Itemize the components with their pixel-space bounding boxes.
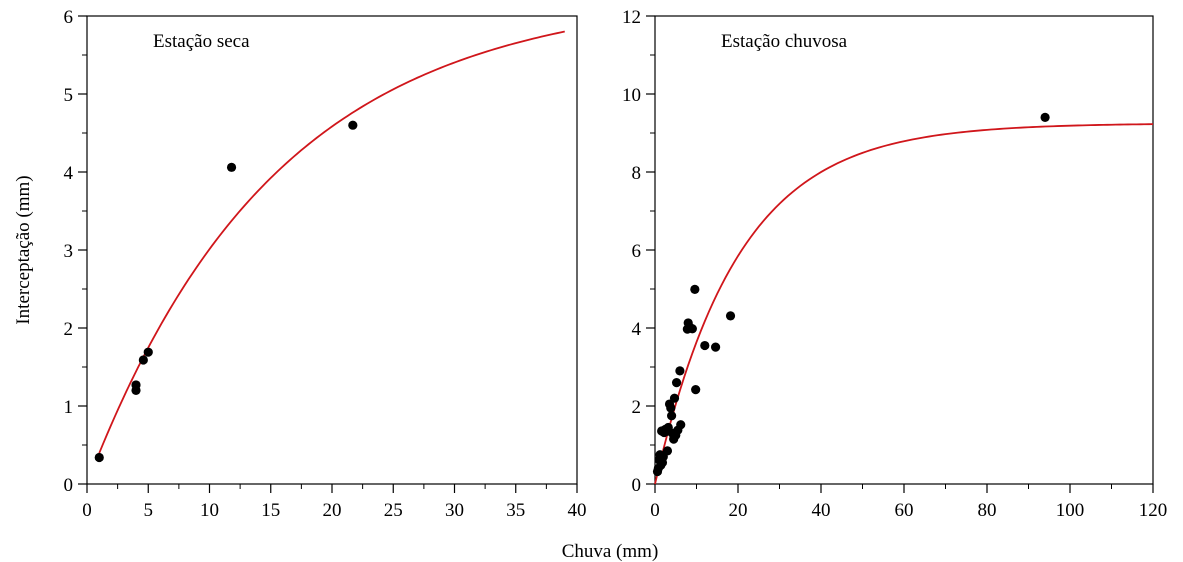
fit-curve — [98, 30, 565, 454]
y-tick-label: 10 — [622, 85, 641, 106]
plot-frame — [654, 15, 1154, 485]
x-tick-label: 60 — [895, 500, 914, 521]
data-point — [671, 378, 682, 388]
x-tick-label: 120 — [1139, 500, 1168, 521]
x-tick-label: 0 — [650, 500, 660, 521]
y-tick-label: 4 — [632, 319, 642, 340]
y-tick-label: 6 — [632, 241, 642, 262]
data-point — [226, 162, 237, 172]
data-point — [669, 393, 680, 403]
x-tick-label: 10 — [200, 500, 219, 521]
data-point — [675, 366, 685, 376]
y-tick-label: 6 — [64, 7, 74, 28]
data-point — [662, 446, 673, 456]
y-tick-label: 1 — [64, 397, 74, 418]
y-tick-label: 4 — [64, 163, 74, 184]
x-tick-label: 100 — [1056, 500, 1085, 521]
fit-curve — [654, 123, 1154, 485]
x-tick-label: 25 — [384, 500, 403, 521]
data-point — [710, 342, 721, 352]
data-point — [131, 380, 141, 390]
y-tick-label: 8 — [632, 163, 642, 184]
data-point — [143, 347, 153, 357]
panel-title: Estação seca — [153, 31, 250, 52]
x-axis-title: Chuva (mm) — [562, 541, 659, 562]
data-point — [348, 120, 358, 130]
data-point — [691, 385, 701, 395]
x-tick-label: 0 — [82, 500, 92, 521]
x-tick-label: 80 — [978, 500, 997, 521]
data-point — [725, 311, 736, 321]
data-point — [690, 284, 700, 294]
y-tick-label: 0 — [632, 475, 642, 496]
data-point — [676, 420, 686, 430]
x-tick-label: 40 — [812, 500, 831, 521]
rainy-season-panel: 0 20 40 60 80 100 120 0 2 4 6 8 10 12 Estação chuvosa — [622, 7, 1167, 521]
y-tick-label: 0 — [64, 475, 74, 496]
y-axis-title: Interceptação (mm) — [13, 175, 34, 324]
y-tick-label: 3 — [64, 241, 74, 262]
panel-title: Estação chuvosa — [721, 31, 848, 52]
y-tick-label: 5 — [64, 85, 74, 106]
y-tick-label: 2 — [64, 319, 74, 340]
x-tick-label: 20 — [323, 500, 342, 521]
x-tick-label: 15 — [261, 500, 280, 521]
data-point — [1040, 112, 1050, 122]
data-point — [700, 340, 710, 351]
data-point — [666, 403, 676, 413]
x-tick-label: 20 — [729, 500, 748, 521]
data-point — [138, 355, 148, 365]
x-tick-label: 5 — [144, 500, 154, 521]
dry-season-panel: 0 5 10 15 20 25 30 35 40 0 1 2 3 4 5 6 Estação seca — [64, 7, 587, 521]
data-point — [94, 452, 104, 463]
x-tick-label: 35 — [506, 500, 525, 521]
data-point — [687, 324, 697, 334]
plot-frame — [86, 15, 578, 485]
x-tick-label: 40 — [568, 500, 587, 521]
x-tick-label: 30 — [445, 500, 464, 521]
data-point — [667, 411, 677, 421]
y-tick-label: 12 — [622, 7, 641, 28]
y-tick-label: 2 — [632, 397, 642, 418]
